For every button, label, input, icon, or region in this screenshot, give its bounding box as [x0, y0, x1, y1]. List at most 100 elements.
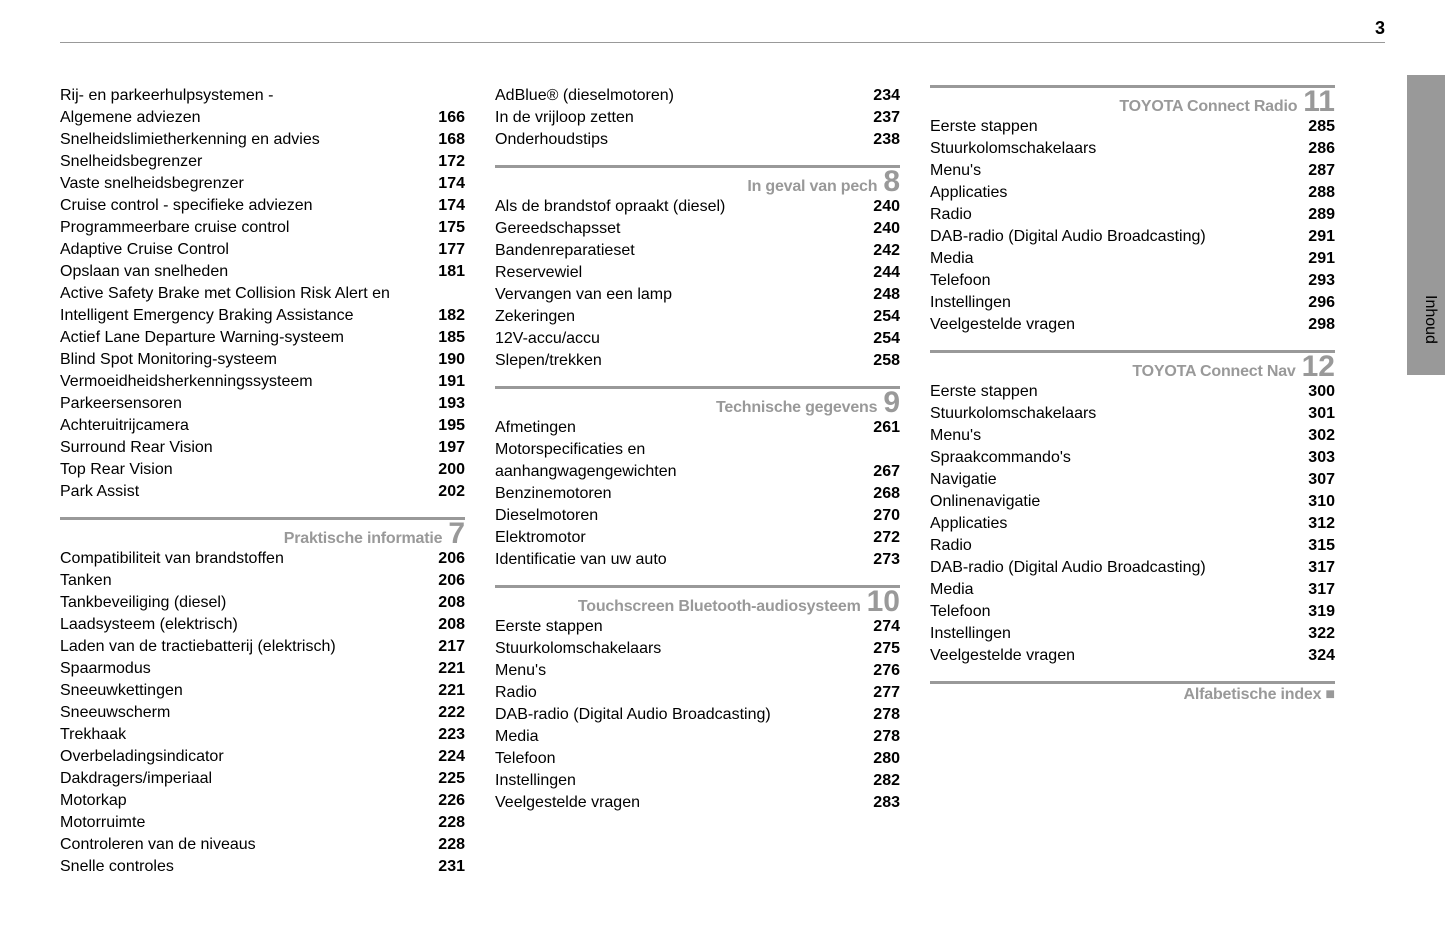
toc-page: 275: [856, 638, 900, 660]
toc-page: 206: [421, 570, 465, 592]
section-header: TOYOTA Connect Radio11: [930, 85, 1335, 116]
toc-label: Top Rear Vision: [60, 459, 421, 481]
toc-page: 175: [421, 217, 465, 239]
toc-page: 270: [856, 505, 900, 527]
toc-row: Algemene adviezen166: [60, 107, 465, 129]
toc-row: Vaste snelheidsbegrenzer174: [60, 173, 465, 195]
toc-page: 310: [1291, 491, 1335, 513]
toc-page: 208: [421, 592, 465, 614]
toc-page: 208: [421, 614, 465, 636]
toc-page: 302: [1291, 425, 1335, 447]
toc-label: Reservewiel: [495, 262, 856, 284]
toc-row: Spraakcommando's303: [930, 447, 1335, 469]
toc-row: Park Assist202: [60, 481, 465, 503]
toc-row: Adaptive Cruise Control177: [60, 239, 465, 261]
toc-page: 268: [856, 483, 900, 505]
section-number: 8: [883, 170, 900, 194]
toc-page: 280: [856, 748, 900, 770]
toc-page: 303: [1291, 447, 1335, 469]
toc-row: Onderhoudstips238: [495, 129, 900, 151]
section-header: Touchscreen Bluetooth-audiosysteem10: [495, 585, 900, 616]
section-title: Touchscreen Bluetooth-audiosysteem: [578, 598, 861, 616]
toc-page: 254: [856, 328, 900, 350]
toc-row: Programmeerbare cruise control175: [60, 217, 465, 239]
toc-label: Compatibiliteit van brandstoffen: [60, 548, 421, 570]
toc-page: 293: [1291, 270, 1335, 292]
toc-row: Parkeersensoren193: [60, 393, 465, 415]
section-title: Technische gegevens: [716, 399, 877, 417]
toc-page: 225: [421, 768, 465, 790]
toc-row: Afmetingen261: [495, 417, 900, 439]
toc-label: DAB-radio (Digital Audio Broadcasting): [930, 557, 1291, 579]
toc-label: Spraakcommando's: [930, 447, 1291, 469]
page-number: 3: [1375, 18, 1385, 39]
toc-page: 283: [856, 792, 900, 814]
toc-row: Identificatie van uw auto273: [495, 549, 900, 571]
toc-row: Tanken206: [60, 570, 465, 592]
toc-row: AdBlue® (dieselmotoren)234: [495, 85, 900, 107]
toc-label: Spaarmodus: [60, 658, 421, 680]
toc-row: Radio277: [495, 682, 900, 704]
toc-column-3: TOYOTA Connect Radio11Eerste stappen285S…: [930, 85, 1335, 926]
toc-page: 174: [421, 173, 465, 195]
toc-label: Identificatie van uw auto: [495, 549, 856, 571]
toc-row: Stuurkolomschakelaars301: [930, 403, 1335, 425]
toc-row: DAB-radio (Digital Audio Broadcasting)27…: [495, 704, 900, 726]
toc-row: Motorspecificaties en: [495, 439, 900, 461]
toc-row: Instellingen282: [495, 770, 900, 792]
toc-page: 317: [1291, 579, 1335, 601]
toc-label: Media: [930, 248, 1291, 270]
toc-page: 191: [421, 371, 465, 393]
toc-label: Cruise control - specifieke adviezen: [60, 195, 421, 217]
toc-page: 223: [421, 724, 465, 746]
toc-label: Achteruitrijcamera: [60, 415, 421, 437]
toc-row: Elektromotor272: [495, 527, 900, 549]
toc-label: Snelheidsbegrenzer: [60, 151, 421, 173]
toc-row: Intelligent Emergency Braking Assistance…: [60, 305, 465, 327]
toc-page: 242: [856, 240, 900, 262]
toc-label: Instellingen: [930, 623, 1291, 645]
toc-row: Active Safety Brake met Collision Risk A…: [60, 283, 465, 305]
toc-label: Applicaties: [930, 182, 1291, 204]
toc-label: Navigatie: [930, 469, 1291, 491]
toc-label: Snelle controles: [60, 856, 421, 878]
toc-label: Instellingen: [495, 770, 856, 792]
toc-page: 240: [856, 218, 900, 240]
section-number: 11: [1303, 90, 1335, 114]
toc-label: Motorruimte: [60, 812, 421, 834]
toc-row: Dieselmotoren270: [495, 505, 900, 527]
toc-label: Instellingen: [930, 292, 1291, 314]
toc-row: Radio315: [930, 535, 1335, 557]
toc-label: Adaptive Cruise Control: [60, 239, 421, 261]
toc-row: Slepen/trekken258: [495, 350, 900, 372]
toc-label: Dakdragers/imperiaal: [60, 768, 421, 790]
toc-row: Sneeuwkettingen221: [60, 680, 465, 702]
toc-page: 272: [856, 527, 900, 549]
toc-row: Snelheidsbegrenzer172: [60, 151, 465, 173]
toc-page: 206: [421, 548, 465, 570]
index-marker-icon: ■: [1325, 686, 1335, 704]
toc-label: Telefoon: [495, 748, 856, 770]
toc-label: Menu's: [930, 160, 1291, 182]
toc-page: 234: [856, 85, 900, 107]
toc-label: Vermoeidheidsherkenningssysteem: [60, 371, 421, 393]
toc-label: Radio: [495, 682, 856, 704]
toc-label: Menu's: [495, 660, 856, 682]
toc-row: Menu's276: [495, 660, 900, 682]
toc-row: Media317: [930, 579, 1335, 601]
toc-label: Gereedschapsset: [495, 218, 856, 240]
toc-label: Stuurkolomschakelaars: [495, 638, 856, 660]
toc-label: Applicaties: [930, 513, 1291, 535]
toc-row: Motorkap226: [60, 790, 465, 812]
toc-row: 12V-accu/accu254: [495, 328, 900, 350]
toc-label: Actief Lane Departure Warning-systeem: [60, 327, 421, 349]
toc-label: Media: [495, 726, 856, 748]
toc-page: 240: [856, 196, 900, 218]
toc-page: 248: [856, 284, 900, 306]
toc-row: Veelgestelde vragen324: [930, 645, 1335, 667]
toc-page: 238: [856, 129, 900, 151]
section-header: Technische gegevens9: [495, 386, 900, 417]
toc-label: Afmetingen: [495, 417, 856, 439]
toc-label: Motorkap: [60, 790, 421, 812]
toc-page: 324: [1291, 645, 1335, 667]
